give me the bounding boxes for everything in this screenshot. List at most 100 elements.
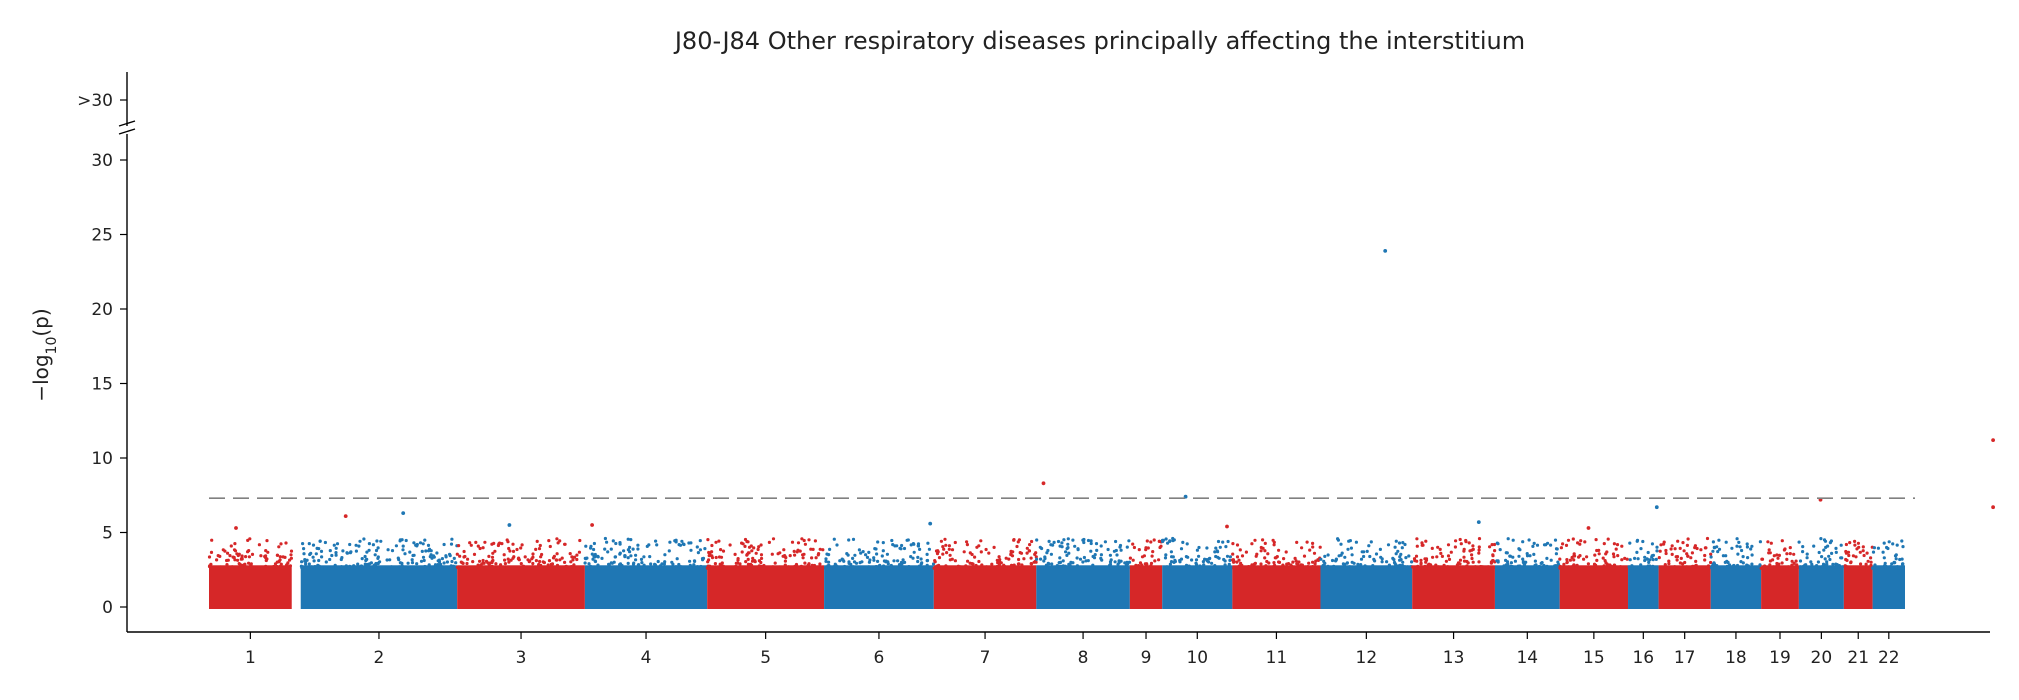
snp-point	[551, 556, 556, 560]
snp-point	[1895, 543, 1899, 547]
snp-point	[218, 554, 222, 559]
snp-point	[1086, 538, 1091, 543]
snp-point	[1185, 542, 1189, 546]
snp-point	[881, 549, 885, 553]
snp-point	[469, 543, 473, 547]
snp-point	[948, 558, 952, 562]
snp-point	[1265, 559, 1269, 564]
snp-point	[1288, 566, 1292, 570]
snp-point	[1560, 566, 1564, 570]
snp-point	[399, 566, 403, 570]
y-tick-label: 30	[91, 151, 113, 171]
snp-point	[771, 565, 775, 569]
snp-point	[1115, 553, 1119, 557]
snp-point	[1430, 546, 1434, 551]
snp-point	[1212, 566, 1217, 570]
snp-point	[339, 557, 343, 562]
snp-point	[1237, 558, 1241, 562]
snp-point	[498, 541, 502, 545]
snp-point	[1132, 545, 1136, 550]
snp-point	[1208, 556, 1212, 561]
snp-point	[987, 565, 992, 570]
snp-point	[793, 553, 797, 557]
x-tick-label-chr-15: 15	[1583, 648, 1605, 668]
snp-point	[286, 565, 290, 569]
snp-point	[1805, 556, 1809, 560]
snp-point	[977, 544, 981, 548]
snp-point	[1052, 540, 1056, 545]
snp-point	[1561, 542, 1565, 546]
snp-point	[998, 560, 1002, 564]
snp-point	[1216, 539, 1221, 544]
snp-point	[598, 566, 602, 570]
snp-point	[1312, 551, 1317, 555]
snp-point	[1880, 565, 1884, 570]
snp-point	[311, 555, 315, 559]
snp-point	[788, 554, 792, 558]
snp-point	[386, 548, 390, 552]
snp-point	[389, 565, 394, 569]
snp-point	[1685, 565, 1689, 569]
snp-point	[1798, 559, 1803, 563]
snp-point	[1549, 558, 1553, 562]
snp-point	[790, 540, 795, 544]
snp-point	[521, 564, 526, 568]
snp-point	[1782, 566, 1786, 570]
snp-point	[740, 550, 744, 554]
snp-point	[911, 566, 915, 570]
snp-point	[794, 562, 799, 567]
snp-point	[1047, 539, 1051, 544]
snp-point	[687, 541, 691, 545]
axes	[118, 72, 1990, 633]
snp-point	[1259, 566, 1263, 570]
snp-point	[1628, 558, 1632, 562]
snp-point	[642, 555, 646, 559]
snp-point	[519, 562, 523, 566]
x-tick-label-chr-18: 18	[1725, 648, 1747, 668]
snp-point	[587, 562, 591, 566]
snp-point	[660, 566, 664, 570]
snp-point	[1235, 543, 1240, 547]
snp-point	[1438, 547, 1442, 552]
snp-point	[487, 554, 491, 559]
snp-point	[818, 562, 822, 566]
snp-point	[449, 542, 454, 546]
snp-point	[642, 563, 646, 567]
snp-point	[547, 539, 551, 543]
snp-point	[593, 559, 598, 564]
snp-point	[1806, 566, 1810, 570]
snp-point	[1114, 539, 1118, 544]
snp-point	[312, 559, 316, 563]
snp-point	[1639, 547, 1643, 551]
snp-point	[1699, 566, 1703, 570]
snp-point	[905, 566, 910, 570]
snp-point	[437, 558, 441, 562]
snp-point	[851, 556, 855, 561]
snp-point	[1848, 541, 1852, 545]
snp-point	[603, 547, 607, 551]
x-tick-label-chr-8: 8	[1078, 648, 1089, 668]
snp-point	[1337, 554, 1341, 558]
snp-point	[1532, 552, 1536, 557]
snp-point	[1753, 566, 1757, 570]
snp-point	[455, 552, 459, 556]
snp-point	[1871, 566, 1875, 570]
snp-point	[874, 547, 878, 551]
snp-point	[317, 558, 321, 563]
snp-point	[334, 553, 338, 557]
snp-point	[429, 549, 433, 553]
snp-point	[1673, 547, 1677, 551]
snp-point	[1639, 563, 1643, 567]
snp-point	[302, 547, 306, 551]
snp-point	[382, 566, 386, 570]
top-snp-point	[928, 521, 933, 526]
snp-point	[1281, 563, 1285, 567]
snp-point	[1517, 554, 1521, 558]
snp-point	[576, 566, 580, 570]
snp-point	[1882, 556, 1886, 560]
snp-point	[309, 565, 313, 569]
snp-point	[947, 544, 952, 548]
snp-point	[609, 547, 613, 551]
snp-point	[555, 563, 560, 568]
snp-point	[892, 559, 896, 563]
